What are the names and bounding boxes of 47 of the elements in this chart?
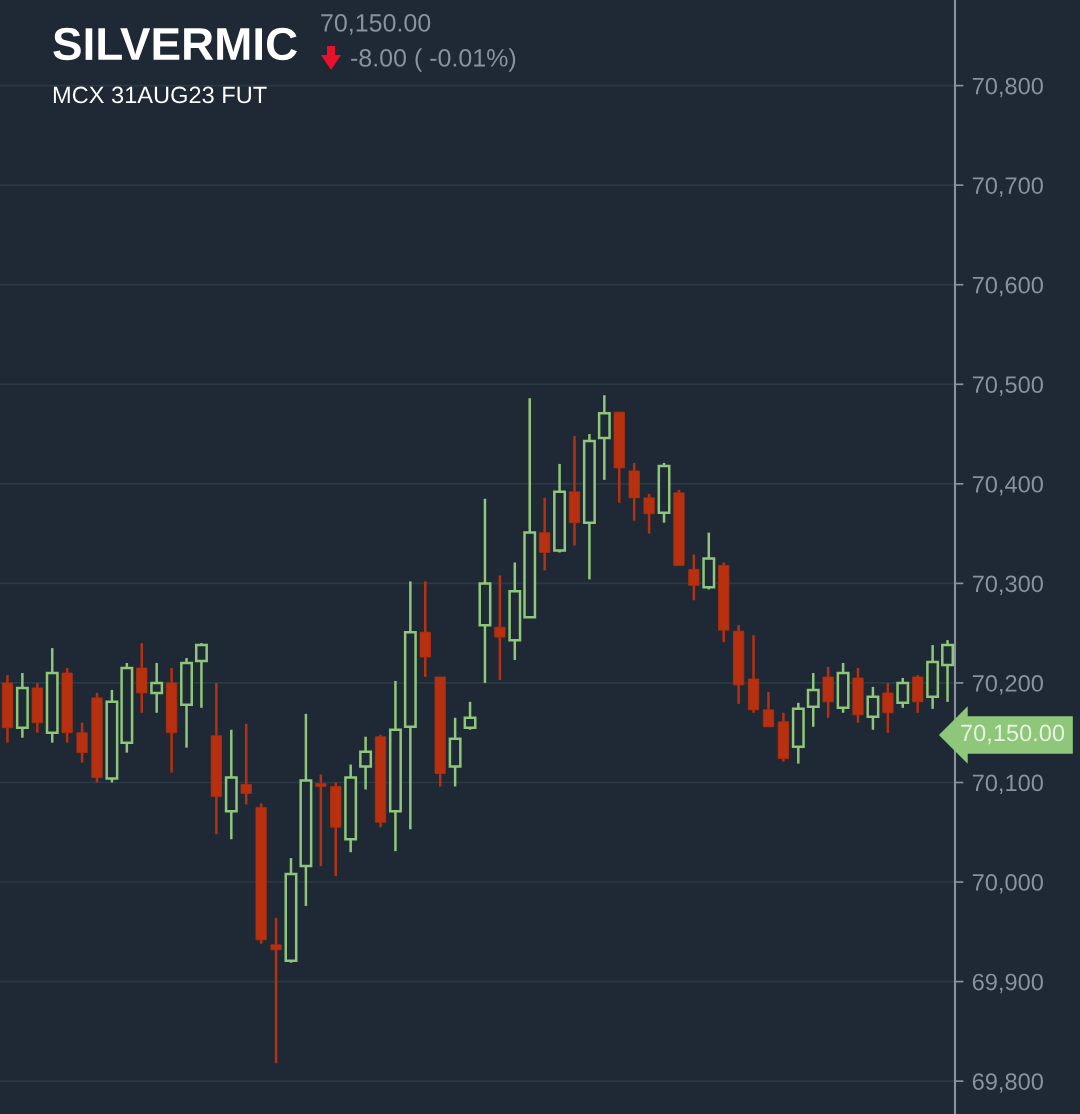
candlestick (359, 735, 373, 791)
candlestick (180, 656, 193, 749)
candlestick (718, 561, 730, 644)
candlestick (597, 393, 611, 482)
candlestick (136, 641, 148, 715)
candlestick (299, 712, 313, 908)
y-tick-label: 70,600 (972, 276, 1043, 297)
candlestick (31, 681, 43, 734)
y-tick-label: 70,800 (972, 77, 1043, 98)
candlestick (747, 633, 760, 715)
candlestick (508, 561, 522, 662)
candlestick (330, 781, 342, 878)
candlestick (344, 763, 358, 854)
y-tick-label: 70,700 (972, 177, 1043, 197)
candlestick (539, 496, 551, 572)
candlestick (568, 434, 581, 547)
candlestick (494, 574, 506, 682)
annotation: 70,150.00 (321, 14, 431, 35)
y-tick-label: 70,400 (972, 475, 1043, 496)
text: MCX 31AUG23 FUT (53, 86, 267, 104)
candlestick (1, 673, 14, 744)
y-tick-label: 70,200 (972, 675, 1043, 695)
y-tick-label: 70,000 (972, 874, 1043, 894)
y-tick-label: 70,500 (972, 376, 1043, 396)
candlestick (419, 580, 431, 679)
candlestick (478, 497, 492, 685)
candlestick (166, 666, 178, 774)
y-tick-label: 70,300 (972, 575, 1043, 595)
candlestick (210, 681, 222, 836)
candlestick (448, 716, 462, 788)
candlestick (791, 701, 805, 765)
candlestick (777, 711, 789, 763)
candlestick (582, 432, 596, 581)
y-tick-label: 70,100 (972, 774, 1043, 795)
candlestick (15, 671, 29, 739)
candlestick (926, 643, 940, 711)
candlestick (403, 580, 417, 831)
candlestick (388, 679, 402, 853)
annotation: -8.00 ( -0.01%) (351, 48, 516, 72)
candlestick (224, 728, 238, 841)
chart-title: SILVERMIC (53, 27, 297, 61)
candlestick (150, 661, 164, 715)
candlestick (733, 623, 745, 706)
text: 70,150.00 (961, 724, 1065, 745)
y-tick-label: 69,800 (972, 1073, 1043, 1093)
candlestick (270, 916, 282, 1065)
y-tick-label: 69,900 (972, 973, 1043, 994)
